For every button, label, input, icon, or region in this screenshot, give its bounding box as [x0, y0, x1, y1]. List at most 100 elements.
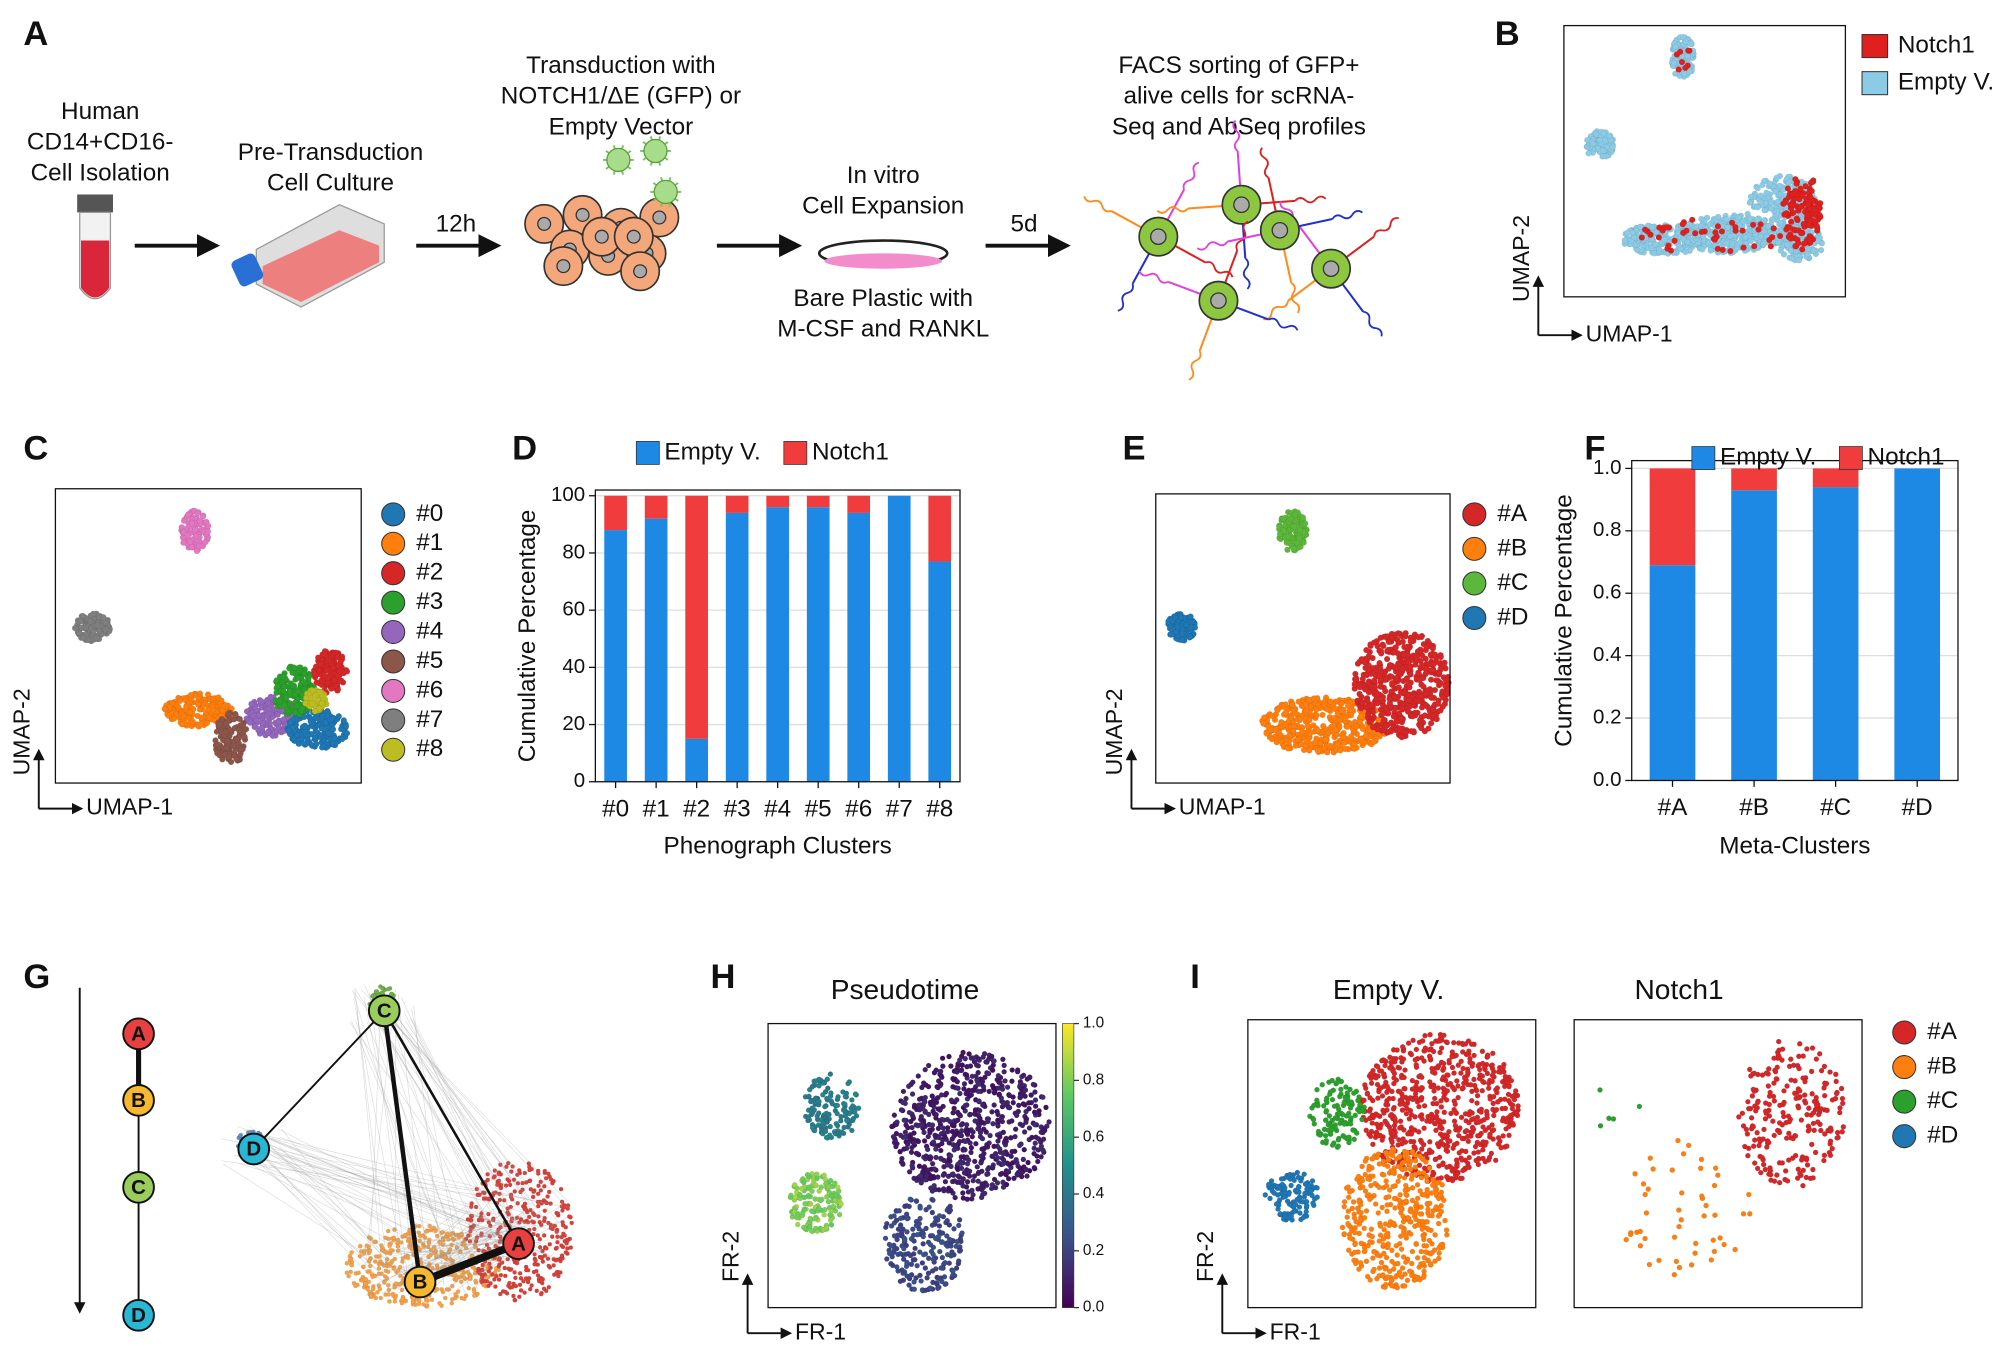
cell-dot — [496, 1277, 502, 1282]
cell-dot — [368, 1294, 374, 1299]
cell-dot — [948, 1187, 954, 1194]
cell-dot — [492, 1277, 497, 1282]
cell-dot — [319, 700, 326, 707]
cell-dot — [546, 1171, 551, 1177]
cell-dot — [307, 718, 314, 725]
cell-dot — [1334, 741, 1341, 748]
cell-dot — [373, 1295, 379, 1301]
cell-dot — [565, 1203, 571, 1208]
cell-dot — [188, 520, 196, 527]
cell-dot — [1371, 677, 1378, 684]
tube-blood — [81, 240, 110, 298]
cell-dot — [1001, 1069, 1007, 1075]
cell-dot — [180, 529, 188, 536]
cell-dot — [1808, 187, 1815, 195]
cell-dot — [544, 1246, 549, 1251]
cell-dot — [1797, 204, 1804, 211]
cell-dot — [1770, 225, 1777, 232]
cell-dot — [542, 1168, 548, 1174]
cell-dot — [429, 1297, 435, 1303]
cell-dot — [1742, 234, 1749, 241]
cell-dot — [1356, 683, 1363, 691]
cell-dot — [937, 1068, 944, 1075]
cell-dot — [1761, 207, 1768, 214]
cell-dot — [1729, 240, 1736, 247]
cell-dot — [331, 734, 338, 742]
cell-dot — [1602, 137, 1609, 144]
cell-dot — [1376, 659, 1383, 667]
cell-dot — [1296, 716, 1304, 723]
cell-dot — [192, 526, 199, 533]
cell-dot — [1338, 707, 1345, 714]
cell-dot — [1356, 690, 1363, 698]
cell-dot — [236, 727, 243, 734]
cell-dot — [1698, 228, 1705, 236]
cell-dot — [1390, 649, 1398, 656]
cell-dot — [1313, 706, 1320, 713]
cell-dot — [410, 1299, 416, 1304]
cell-dot — [1340, 733, 1347, 741]
cell-dot — [356, 1270, 361, 1276]
cell-dot — [1177, 614, 1185, 621]
cell-dot — [194, 509, 201, 517]
cell-dot — [955, 1111, 962, 1117]
cell-dot — [1317, 740, 1324, 747]
cell-dot — [1773, 174, 1780, 181]
cell-dot — [1655, 234, 1662, 241]
tube-cap — [77, 194, 113, 213]
cell-dot — [952, 1194, 958, 1201]
cell-dot — [1728, 219, 1736, 226]
cell-dot — [439, 1303, 444, 1308]
cell-dot — [1439, 703, 1446, 710]
cell-dot — [496, 1264, 501, 1269]
cell-dot — [1629, 229, 1636, 236]
cell-dot — [385, 1228, 391, 1234]
cell-dot — [1727, 233, 1734, 240]
cell-dot — [320, 742, 327, 750]
cell-dot — [1683, 227, 1690, 234]
cell-dot — [1385, 638, 1393, 646]
cell-dot — [973, 1140, 979, 1147]
cell-dot — [222, 728, 229, 735]
cell-dot — [323, 667, 330, 674]
cell-dot — [417, 1298, 422, 1304]
cell-dot — [1750, 221, 1757, 228]
cell-dot — [90, 628, 97, 635]
cell-dot — [319, 713, 326, 720]
cell-dot — [193, 547, 201, 555]
cell-dot — [1665, 242, 1672, 249]
cell-dot — [94, 622, 101, 629]
cell-dot — [1793, 215, 1800, 222]
cell-dot — [476, 1266, 481, 1272]
cell-dot — [940, 1063, 946, 1069]
cell-dot — [480, 1262, 485, 1268]
cell-dot — [1686, 68, 1693, 76]
cell-dot — [349, 1250, 354, 1255]
cell-dot — [1421, 712, 1428, 719]
cell-dot — [1284, 533, 1292, 540]
cell-dot — [301, 723, 309, 731]
cell-dot — [1289, 701, 1296, 708]
cell-dot — [1418, 704, 1426, 711]
workflow-illustrations — [77, 194, 1071, 308]
cell-dot — [1788, 218, 1795, 225]
cell-dot — [545, 1256, 551, 1261]
cell-dot — [1187, 613, 1194, 620]
cell-dot — [966, 1112, 973, 1118]
cell-dot — [539, 1255, 544, 1261]
cell-dot — [215, 694, 222, 701]
cell-dot — [517, 1294, 522, 1299]
cell-dot — [329, 715, 336, 722]
cell-dot — [1020, 1101, 1027, 1107]
cell-dot — [1792, 176, 1799, 183]
cell-dot — [1306, 730, 1313, 738]
cell-dot — [542, 1184, 547, 1189]
cell-dot — [390, 1291, 396, 1297]
cell-dot — [523, 1207, 529, 1213]
cell-dot — [518, 1288, 524, 1293]
cell-dot — [498, 1272, 504, 1278]
cell-dot — [221, 751, 229, 758]
cell-dot — [1405, 681, 1412, 688]
cell-dot — [541, 1233, 547, 1238]
cell-dot — [1399, 665, 1407, 672]
